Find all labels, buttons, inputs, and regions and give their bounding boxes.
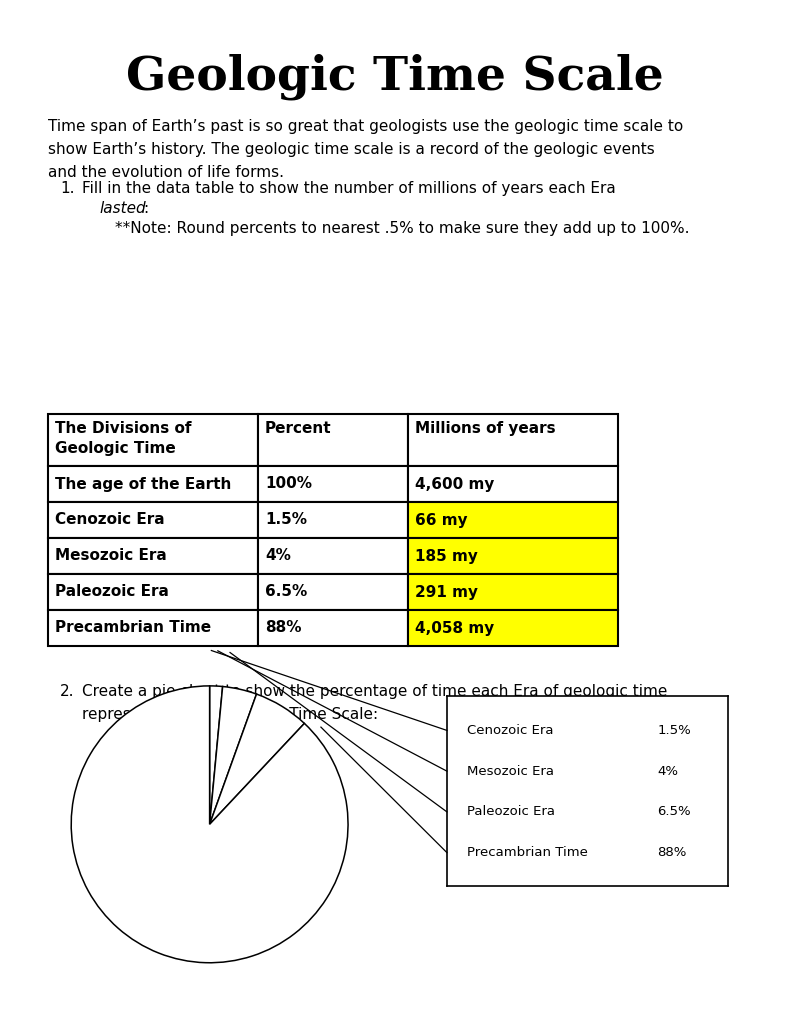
Text: 1.: 1. bbox=[60, 181, 74, 196]
Text: Mesozoic Era: Mesozoic Era bbox=[55, 549, 167, 563]
Bar bbox=[48, 538, 258, 574]
Bar bbox=[48, 502, 258, 538]
Text: 185 my: 185 my bbox=[415, 549, 478, 563]
Text: 4%: 4% bbox=[657, 765, 679, 777]
Bar bbox=[408, 574, 618, 610]
Bar bbox=[408, 538, 618, 574]
Bar bbox=[48, 414, 258, 466]
Bar bbox=[408, 414, 618, 466]
Bar bbox=[408, 610, 618, 646]
Text: 88%: 88% bbox=[657, 846, 687, 859]
Wedge shape bbox=[210, 694, 305, 824]
Text: Create a pie chart to show the percentage of time each Era of geologic time
repr: Create a pie chart to show the percentag… bbox=[82, 684, 668, 722]
Text: 4,600 my: 4,600 my bbox=[415, 476, 494, 492]
Text: The Divisions of
Geologic Time: The Divisions of Geologic Time bbox=[55, 421, 191, 457]
Wedge shape bbox=[210, 686, 256, 824]
Bar bbox=[408, 502, 618, 538]
Text: Time span of Earth’s past is so great that geologists use the geologic time scal: Time span of Earth’s past is so great th… bbox=[48, 119, 683, 179]
Bar bbox=[258, 610, 408, 646]
Text: Cenozoic Era: Cenozoic Era bbox=[55, 512, 165, 527]
Text: 100%: 100% bbox=[265, 476, 312, 492]
Bar bbox=[258, 414, 408, 466]
Text: 1.5%: 1.5% bbox=[657, 724, 691, 737]
Text: 291 my: 291 my bbox=[415, 585, 478, 599]
Bar bbox=[48, 574, 258, 610]
Text: 1.5%: 1.5% bbox=[265, 512, 307, 527]
Text: Paleozoic Era: Paleozoic Era bbox=[467, 806, 554, 818]
Bar bbox=[258, 538, 408, 574]
Bar bbox=[408, 466, 618, 502]
Text: Millions of years: Millions of years bbox=[415, 421, 555, 436]
Text: 6.5%: 6.5% bbox=[265, 585, 307, 599]
Text: lasted: lasted bbox=[99, 201, 146, 216]
Text: Geologic Time Scale: Geologic Time Scale bbox=[126, 54, 664, 100]
Bar bbox=[258, 466, 408, 502]
Text: 6.5%: 6.5% bbox=[657, 806, 691, 818]
Text: Fill in the data table to show the number of millions of years each Era: Fill in the data table to show the numbe… bbox=[82, 181, 615, 196]
Text: 4%: 4% bbox=[265, 549, 291, 563]
Text: Precambrian Time: Precambrian Time bbox=[467, 846, 588, 859]
Text: **Note: Round percents to nearest .5% to make sure they add up to 100%.: **Note: Round percents to nearest .5% to… bbox=[115, 221, 690, 236]
Text: 88%: 88% bbox=[265, 621, 301, 636]
Wedge shape bbox=[71, 686, 348, 963]
Text: Precambrian Time: Precambrian Time bbox=[55, 621, 211, 636]
Text: 66 my: 66 my bbox=[415, 512, 467, 527]
Text: :: : bbox=[143, 201, 148, 216]
Bar bbox=[48, 610, 258, 646]
Bar bbox=[258, 502, 408, 538]
Text: Cenozoic Era: Cenozoic Era bbox=[467, 724, 553, 737]
Text: The age of the Earth: The age of the Earth bbox=[55, 476, 232, 492]
Text: 2.: 2. bbox=[60, 684, 74, 699]
Text: Paleozoic Era: Paleozoic Era bbox=[55, 585, 168, 599]
Text: 4,058 my: 4,058 my bbox=[415, 621, 494, 636]
Text: Percent: Percent bbox=[265, 421, 331, 436]
Bar bbox=[258, 574, 408, 610]
Wedge shape bbox=[210, 686, 222, 824]
Text: Mesozoic Era: Mesozoic Era bbox=[467, 765, 554, 777]
Bar bbox=[48, 466, 258, 502]
